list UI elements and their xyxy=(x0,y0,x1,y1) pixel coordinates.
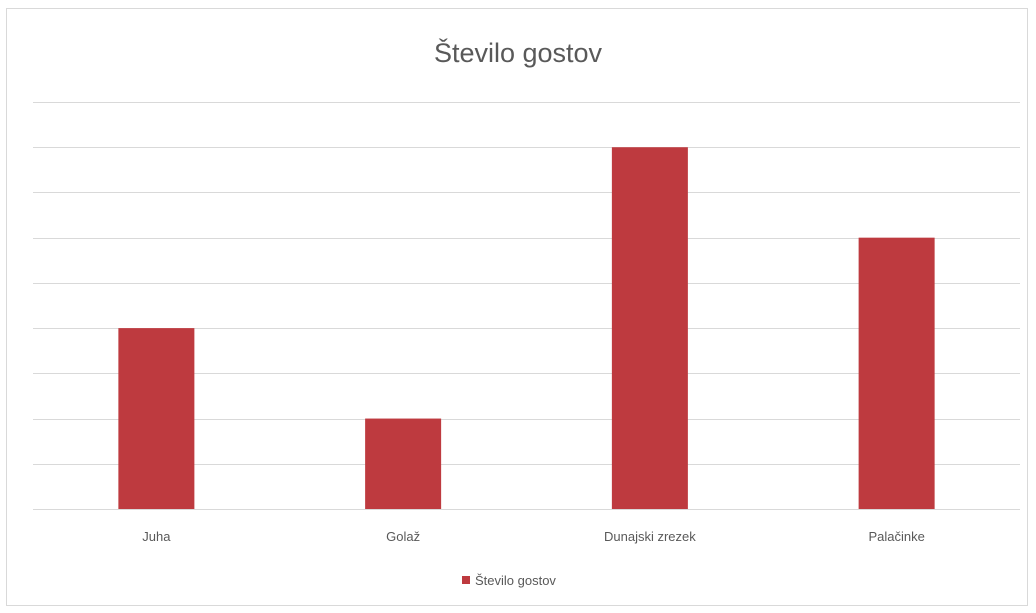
x-tick-label-1: Golaž xyxy=(386,529,420,544)
chart-title: Število gostov xyxy=(434,37,603,68)
bar-2 xyxy=(611,147,688,509)
bar-1 xyxy=(365,418,442,509)
bar-0 xyxy=(118,328,195,509)
bar-3 xyxy=(858,237,935,509)
legend: Število gostov xyxy=(462,573,556,588)
gridlines xyxy=(33,102,1020,510)
x-tick-label-0: Juha xyxy=(142,529,171,544)
x-axis-labels: Juha Golaž Dunajski zrezek Palačinke xyxy=(142,529,925,544)
bars xyxy=(118,147,935,509)
legend-swatch xyxy=(462,576,470,584)
x-tick-label-3: Palačinke xyxy=(868,529,924,544)
x-tick-label-2: Dunajski zrezek xyxy=(604,529,696,544)
legend-label-series-0: Število gostov xyxy=(475,573,556,588)
